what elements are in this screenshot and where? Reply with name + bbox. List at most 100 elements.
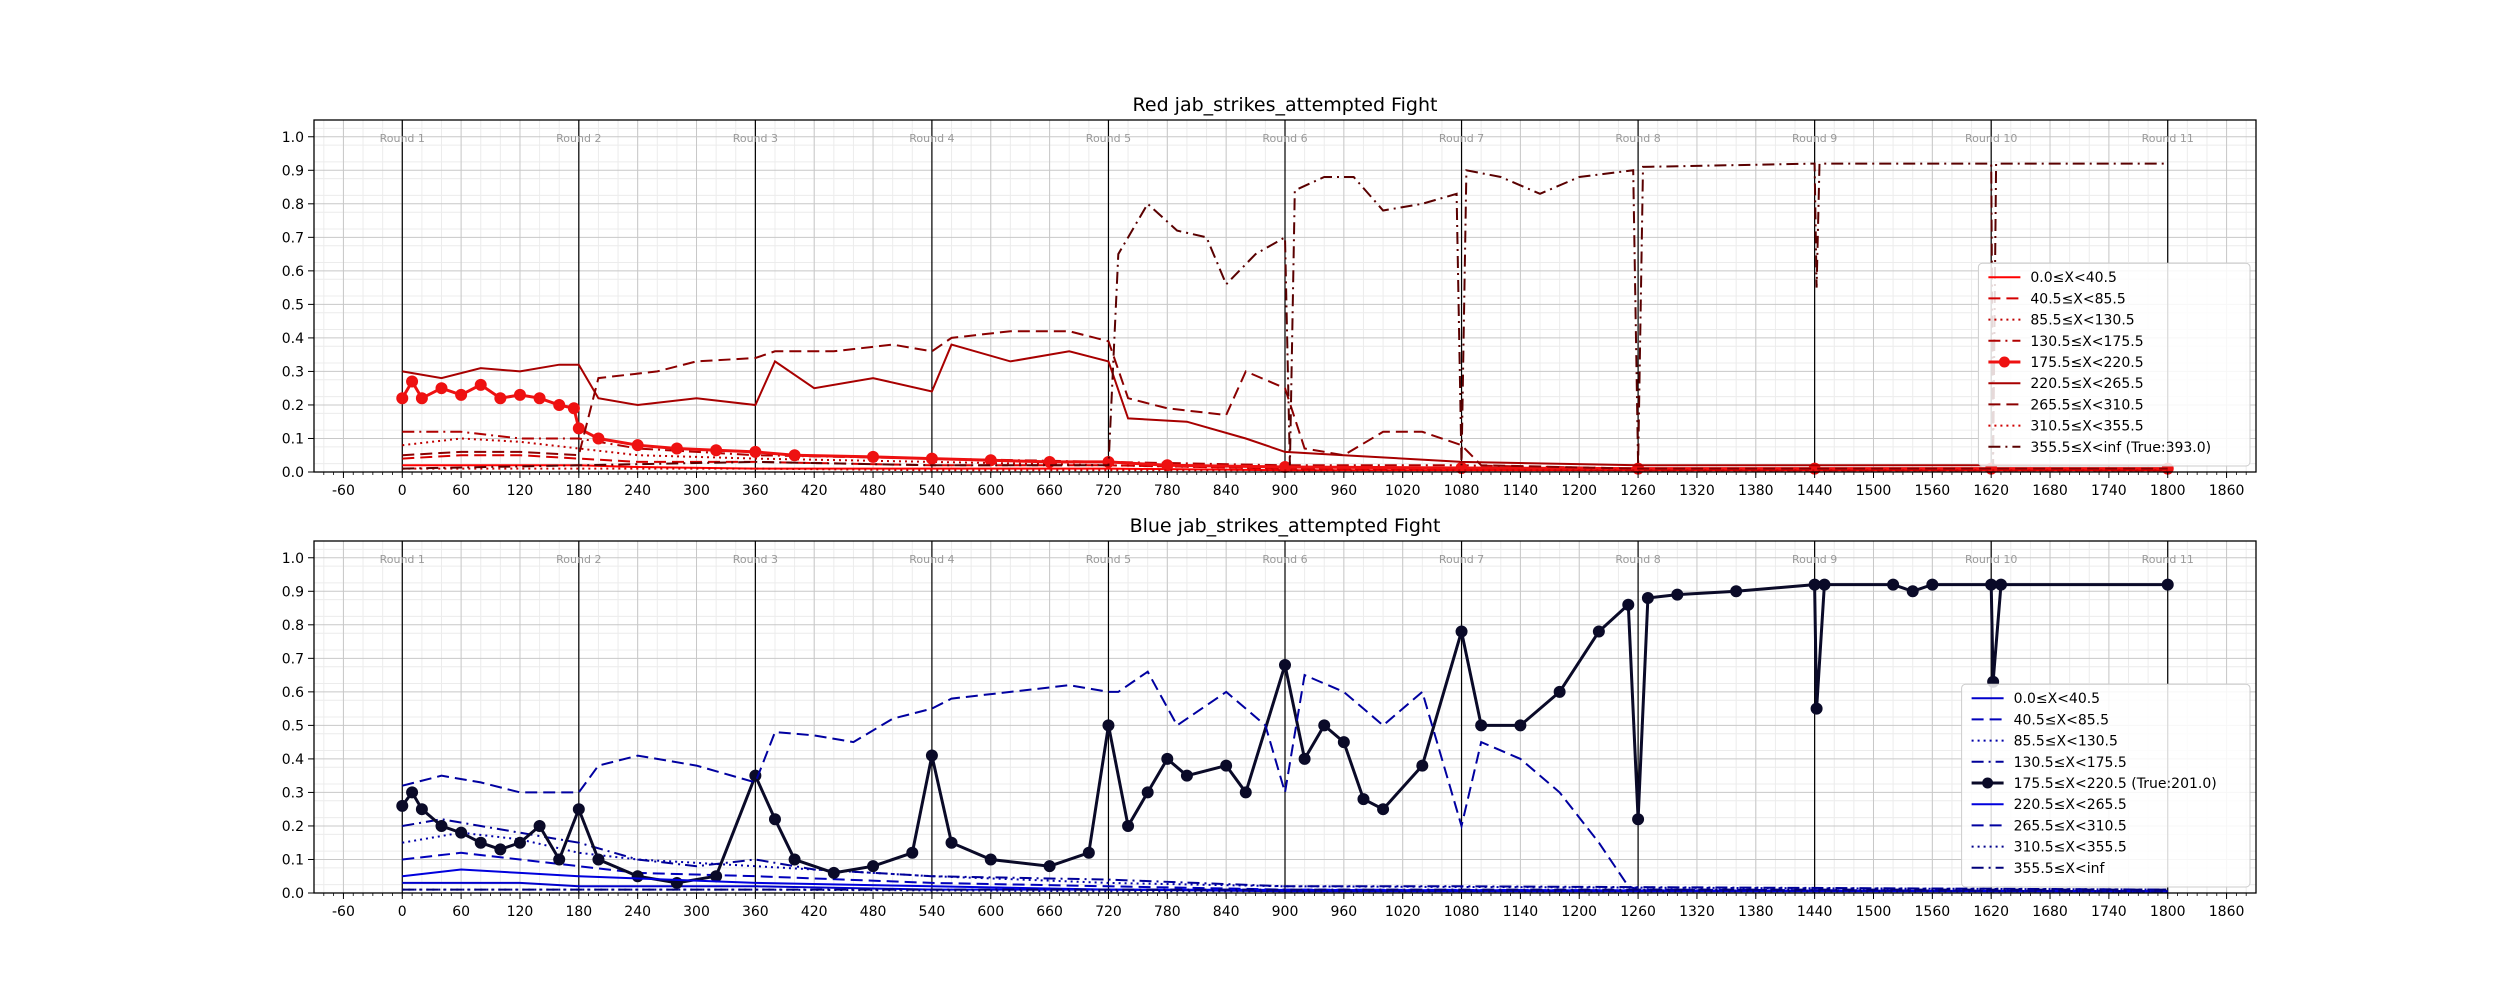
blue-data-point (1671, 588, 1684, 601)
y-tick-label: 1.0 (282, 130, 304, 146)
x-tick-label: 780 (1154, 904, 1181, 920)
round-label: Round 11 (2142, 553, 2194, 566)
blue-data-point (455, 826, 468, 839)
x-tick-label: 180 (565, 483, 592, 499)
blue-series-line-1 (402, 851, 2168, 893)
blue-series-line-4 (401, 582, 2168, 885)
x-tick-label: 1140 (1503, 483, 1539, 499)
x-tick-label: 900 (1272, 483, 1299, 499)
x-tick-label: 1800 (2150, 904, 2186, 920)
x-tick-label: 1380 (1738, 904, 1774, 920)
y-tick-label: 0.0 (282, 886, 304, 902)
red-data-point (925, 452, 938, 465)
red-data-point (513, 388, 526, 401)
blue-data-point (1239, 786, 1252, 799)
x-tick-label: 660 (1036, 483, 1063, 499)
blue-data-point (513, 836, 526, 849)
round-label: Round 1 (380, 132, 425, 145)
legend-label: 265.5≤X<310.5 (2030, 397, 2143, 413)
red-data-point (867, 450, 880, 463)
blue-data-point (1641, 591, 1654, 604)
y-tick-label: 0.7 (282, 230, 304, 246)
red-series-line-6 (402, 330, 2168, 470)
round-label: Round 4 (909, 132, 954, 145)
x-tick-label: 960 (1330, 483, 1357, 499)
x-tick-label: 1860 (2209, 904, 2245, 920)
blue-data-point (1906, 585, 1919, 598)
blue-data-point (406, 786, 419, 799)
blue-data-point (435, 819, 448, 832)
red-data-point (749, 445, 762, 458)
legend-label: 265.5≤X<310.5 (2014, 818, 2127, 834)
blue-data-point (906, 846, 919, 859)
x-tick-label: 1740 (2091, 904, 2127, 920)
x-tick-label: 660 (1036, 904, 1063, 920)
blue-data-point (396, 799, 409, 812)
red-data-point (455, 388, 468, 401)
x-tick-label: 900 (1272, 904, 1299, 920)
round-label: Round 6 (1262, 132, 1307, 145)
x-tick-label: 1080 (1444, 904, 1480, 920)
y-tick-label: 0.2 (282, 819, 304, 835)
x-tick-label: 1500 (1856, 483, 1892, 499)
x-tick-label: 1320 (1679, 904, 1715, 920)
x-tick-label: 1260 (1620, 904, 1656, 920)
blue-data-point (1926, 578, 1939, 591)
blue-data-point (768, 813, 781, 826)
x-tick-label: 0 (398, 904, 407, 920)
legend-label: 310.5≤X<355.5 (2030, 419, 2143, 435)
x-tick-label: 60 (452, 904, 470, 920)
x-tick-label: 300 (683, 483, 710, 499)
round-label: Round 1 (380, 553, 425, 566)
blue-data-point (1337, 736, 1350, 749)
blue-data-point (1810, 702, 1823, 715)
legend-marker (1982, 777, 1994, 789)
blue-data-point (1043, 860, 1056, 873)
blue-data-point (1632, 813, 1645, 826)
red-data-point (415, 392, 428, 405)
red-data-point (474, 378, 487, 391)
y-tick-label: 0.5 (282, 297, 304, 313)
blue-data-point (710, 870, 723, 883)
x-tick-label: 1680 (2032, 904, 2068, 920)
x-tick-label: 1140 (1503, 904, 1539, 920)
x-tick-label: 60 (452, 483, 470, 499)
y-tick-label: 0.0 (282, 465, 304, 481)
blue-series-line-0 (402, 881, 2168, 893)
x-tick-label: 180 (565, 904, 592, 920)
x-tick-label: 1620 (1973, 904, 2009, 920)
round-label: Round 9 (1792, 132, 1837, 145)
y-tick-label: 0.8 (282, 618, 304, 634)
blue-data-point (945, 836, 958, 849)
legend-label: 355.5≤X<inf (True:393.0) (2030, 440, 2211, 456)
x-tick-label: 1620 (1973, 483, 2009, 499)
red-data-point (710, 444, 723, 457)
x-tick-label: 1860 (2209, 483, 2245, 499)
x-tick-label: 300 (683, 904, 710, 920)
blue-data-point (1622, 598, 1635, 611)
x-tick-label: 1020 (1385, 483, 1421, 499)
legend-box (1961, 683, 2251, 888)
red-data-point (396, 392, 409, 405)
blue-data-point (572, 803, 585, 816)
y-tick-label: 0.7 (282, 651, 304, 667)
y-tick-label: 0.2 (282, 398, 304, 414)
y-tick-label: 0.5 (282, 718, 304, 734)
red-data-point (788, 449, 801, 462)
x-tick-label: 780 (1154, 483, 1181, 499)
legend-label: 355.5≤X<inf (2014, 861, 2106, 877)
y-tick-label: 0.3 (282, 364, 304, 380)
blue-data-point (1592, 625, 1605, 638)
x-tick-label: 1500 (1856, 904, 1892, 920)
x-tick-label: -60 (332, 483, 355, 499)
red-data-point (592, 432, 605, 445)
blue-data-point (1455, 625, 1468, 638)
blue-data-point (1180, 769, 1193, 782)
red-data-point (572, 422, 585, 435)
blue-series-line-3 (402, 818, 2168, 891)
blue-data-point (1730, 585, 1743, 598)
y-tick-label: 0.4 (282, 752, 304, 768)
x-tick-label: 1380 (1738, 483, 1774, 499)
blue-data-point (1102, 719, 1115, 732)
